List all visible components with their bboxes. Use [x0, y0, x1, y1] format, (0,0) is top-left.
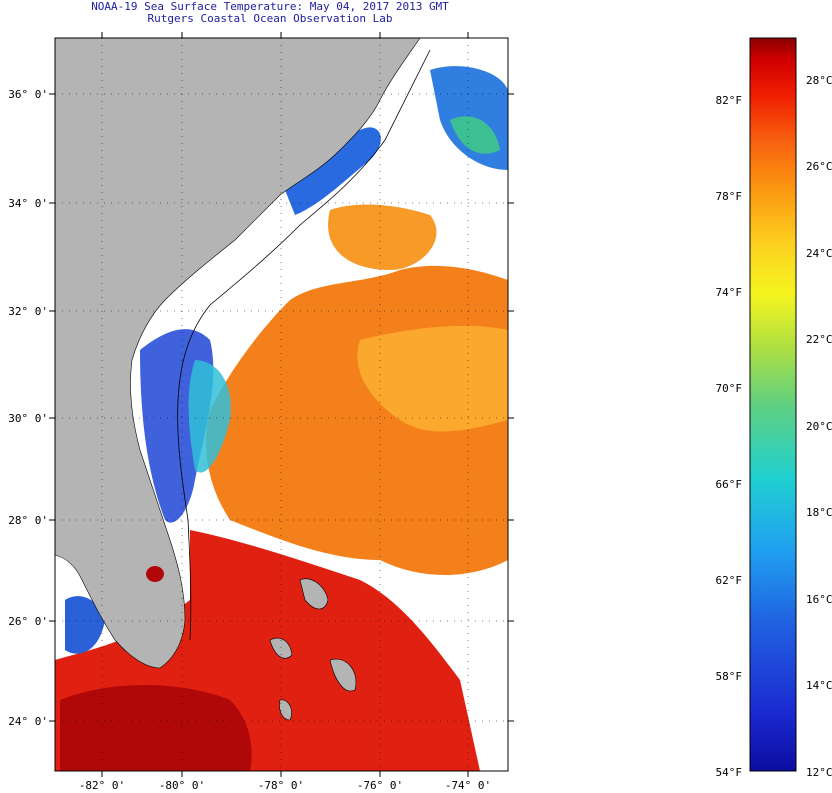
colorbar-c-label: 18°C: [806, 506, 832, 519]
lat-tick-label: 32° 0': [8, 305, 48, 318]
land-us-southeast: [55, 38, 421, 669]
lon-tick-label: -74° 0': [445, 779, 491, 792]
map-title: NOAA-19 Sea Surface Temperature: May 04,…: [91, 0, 449, 13]
latitude-labels: 36° 0' 34° 0' 32° 0' 30° 0' 28° 0' 26° 0' 24° …: [8, 88, 48, 728]
sst-green-northeast: [450, 116, 500, 154]
sst-cyan-nearshore: [188, 360, 231, 473]
sst-blue-carolina: [285, 127, 381, 215]
colorbar-c-label: 20°C: [806, 420, 832, 433]
colorbar-f-label: 62°F: [716, 574, 743, 587]
colorbar-c-label: 26°C: [806, 160, 832, 173]
lon-tick-label: -82° 0': [79, 779, 125, 792]
colorbar-f-label: 74°F: [716, 286, 743, 299]
colorbar-fahrenheit-labels: 82°F 78°F 74°F 70°F 66°F 62°F 58°F 54°F: [716, 94, 743, 779]
map-subtitle: Rutgers Coastal Ocean Observation Lab: [147, 12, 393, 25]
colorbar-f-label: 70°F: [716, 382, 743, 395]
colorbar-f-label: 66°F: [716, 478, 743, 491]
colorbar: [749, 37, 797, 772]
bahamas-islands: [269, 578, 357, 721]
colorbar-f-label: 82°F: [716, 94, 743, 107]
colorbar-f-label: 78°F: [716, 190, 743, 203]
lon-tick-label: -78° 0': [258, 779, 304, 792]
lat-tick-label: 30° 0': [8, 412, 48, 425]
colorbar-c-label: 14°C: [806, 679, 832, 692]
bathymetry-contour: [177, 49, 431, 641]
colorbar-celsius-labels: 28°C 26°C 24°C 22°C 20°C 18°C 16°C 14°C 12°C: [806, 74, 832, 779]
colorbar-c-label: 28°C: [806, 74, 832, 87]
colorbar-c-label: 24°C: [806, 247, 832, 260]
lon-tick-label: -80° 0': [159, 779, 205, 792]
sst-yellow-patch: [357, 325, 508, 432]
colorbar-f-label: 54°F: [716, 766, 743, 779]
lat-tick-label: 36° 0': [8, 88, 48, 101]
colorbar-c-label: 12°C: [806, 766, 832, 779]
colorbar-c-label: 22°C: [806, 333, 832, 346]
longitude-labels: -82° 0' -80° 0' -78° 0' -76° 0' -74° 0': [79, 779, 491, 792]
colorbar-f-label: 58°F: [716, 670, 743, 683]
sst-orange-north: [328, 204, 437, 270]
lat-tick-label: 26° 0': [8, 615, 48, 628]
sst-blue-florida-gulf: [65, 596, 105, 654]
map-area: [55, 38, 508, 771]
lat-tick-label: 34° 0': [8, 197, 48, 210]
lake-okeechobee: [146, 566, 164, 582]
lon-tick-label: -76° 0': [357, 779, 403, 792]
graticule: [49, 32, 514, 777]
lat-tick-label: 24° 0': [8, 715, 48, 728]
lat-tick-label: 28° 0': [8, 514, 48, 527]
colorbar-c-label: 16°C: [806, 593, 832, 606]
sst-darkred-field: [60, 685, 252, 771]
